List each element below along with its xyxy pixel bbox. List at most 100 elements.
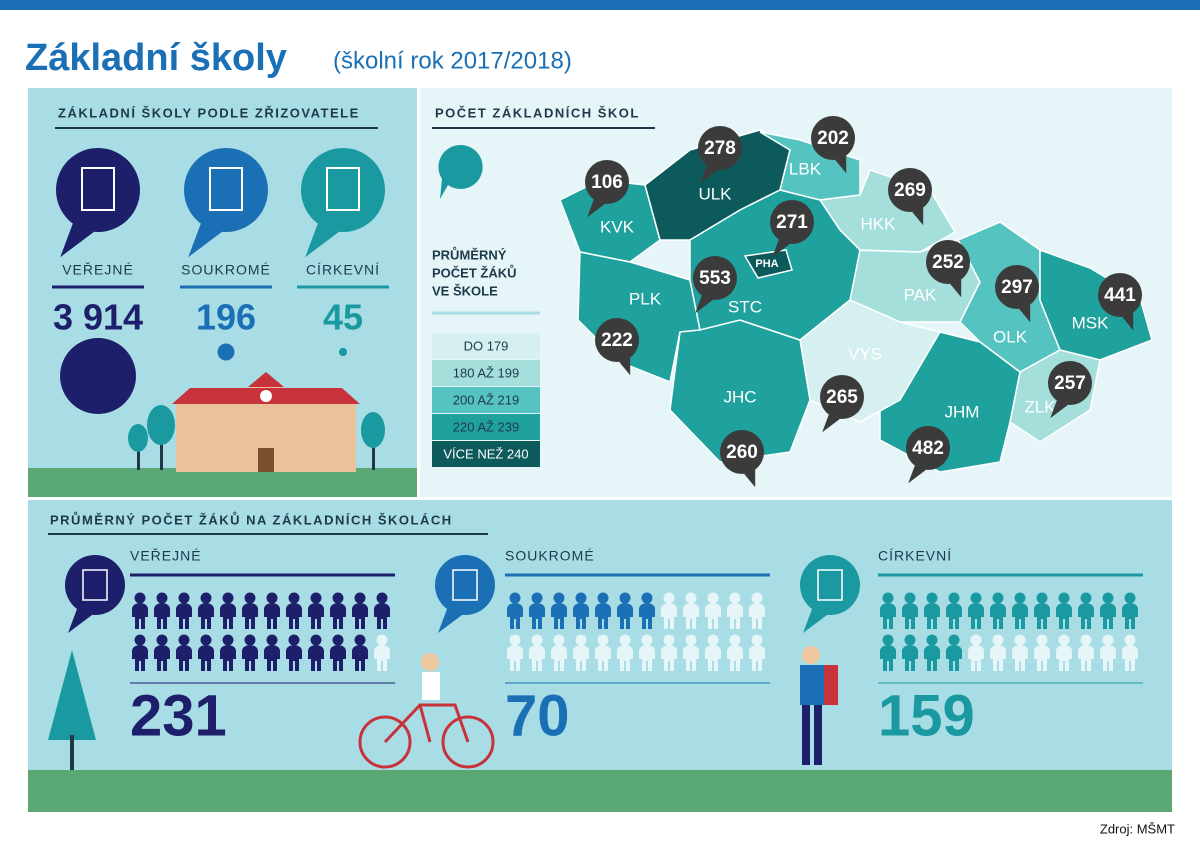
- pupil-body: [639, 603, 655, 629]
- speech-bubble-tail: [68, 609, 92, 633]
- pupil-body: [1034, 645, 1050, 671]
- speech-bubble-tail: [700, 165, 718, 184]
- region-count: 202: [817, 128, 849, 149]
- pupil-body: [1056, 645, 1072, 671]
- pupil-head: [200, 634, 212, 646]
- pupil-head: [376, 634, 388, 646]
- pupil-body: [1012, 603, 1028, 629]
- pupil-head: [244, 634, 256, 646]
- pupil-head: [970, 592, 982, 604]
- pupil-head: [597, 634, 609, 646]
- speech-bubble: [888, 168, 932, 212]
- source: Zdroj: MŠMT: [1100, 821, 1175, 836]
- speech-bubble-tail: [835, 155, 847, 174]
- pupil-body: [946, 645, 962, 671]
- region-code: STC: [728, 297, 762, 316]
- speech-bubble-tail: [619, 357, 631, 376]
- pupil-head: [134, 634, 146, 646]
- region-code: PHA: [755, 258, 778, 270]
- pupil-head: [1102, 634, 1114, 646]
- average-value: 231: [130, 683, 227, 748]
- title: Základní školy: [25, 37, 287, 79]
- speech-bubble: [65, 555, 125, 615]
- pupil-body: [573, 645, 589, 671]
- legend-swatch: [432, 360, 540, 386]
- region-count: 222: [601, 330, 633, 351]
- pupil-head: [641, 592, 653, 604]
- pupil-body: [242, 645, 258, 671]
- average-label: SOUKROMÉ: [505, 548, 595, 564]
- region-code: LBK: [789, 159, 822, 178]
- pupil-body: [242, 603, 258, 629]
- pupil-head: [904, 634, 916, 646]
- map-icon: [438, 144, 483, 199]
- pupil-body: [1056, 603, 1072, 629]
- pupil-body: [990, 603, 1006, 629]
- pupil-body: [924, 603, 940, 629]
- legend-title: POČET ŽÁKŮ: [432, 264, 517, 280]
- pupil-head: [948, 592, 960, 604]
- pupil-body: [154, 645, 170, 671]
- pupil-head: [156, 592, 168, 604]
- pupil-body: [286, 603, 302, 629]
- pupil-body: [946, 603, 962, 629]
- region-code: OLK: [993, 327, 1028, 346]
- pupil-head: [663, 634, 675, 646]
- pupil-head: [134, 592, 146, 604]
- pupil-body: [220, 645, 236, 671]
- legend-title: VE ŠKOLE: [432, 283, 498, 298]
- speech-bubble-tail: [1019, 304, 1031, 323]
- legend-swatch: [432, 387, 540, 413]
- founder-label: VEŘEJNÉ: [62, 262, 134, 278]
- speech-bubble: [585, 160, 629, 204]
- pupil-body: [1100, 603, 1116, 629]
- pupil-body: [661, 603, 677, 629]
- region-count: 297: [1001, 277, 1033, 298]
- average-value: 70: [505, 683, 570, 748]
- legend-label: DO 179: [464, 338, 509, 353]
- founder-value: 45: [323, 297, 363, 338]
- pupil-body: [924, 645, 940, 671]
- pupil-head: [1036, 592, 1048, 604]
- speech-bubble: [56, 148, 140, 232]
- map-title: POČET ZÁKLADNÍCH ŠKOL: [435, 105, 640, 120]
- pupil-head: [178, 592, 190, 604]
- pupil-body: [198, 603, 214, 629]
- pupil-head: [553, 592, 565, 604]
- pupil-body: [727, 603, 743, 629]
- pupil-head: [1124, 592, 1136, 604]
- pupil-head: [619, 592, 631, 604]
- building-icon: [209, 167, 243, 211]
- pupil-head: [354, 634, 366, 646]
- building-icon: [82, 569, 108, 601]
- pupil-body: [507, 603, 523, 629]
- pupil-body: [507, 645, 523, 671]
- pupil-head: [266, 634, 278, 646]
- region-count: 265: [826, 387, 858, 408]
- pupil-head: [707, 592, 719, 604]
- speech-bubble: [770, 200, 814, 244]
- speech-bubble-tail: [1050, 400, 1068, 419]
- region-code: JHC: [723, 387, 756, 406]
- pupil-body: [683, 603, 699, 629]
- founder-circle: [217, 343, 235, 361]
- pupil-body: [352, 645, 368, 671]
- speech-bubble: [906, 426, 950, 470]
- pupil-head: [575, 592, 587, 604]
- pupil-body: [573, 603, 589, 629]
- pupil-head: [1102, 592, 1114, 604]
- speech-bubble-tail: [438, 609, 462, 633]
- pupil-body: [154, 603, 170, 629]
- pupil-head: [156, 634, 168, 646]
- pupil-body: [1078, 603, 1094, 629]
- pupil-head: [244, 592, 256, 604]
- pupil-head: [531, 634, 543, 646]
- founder-label: SOUKROMÉ: [181, 262, 271, 278]
- speech-bubble: [595, 318, 639, 362]
- speech-bubble-tail: [188, 223, 222, 258]
- pupil-head: [882, 634, 894, 646]
- pupil-body: [880, 603, 896, 629]
- pupil-head: [948, 634, 960, 646]
- speech-bubble: [995, 265, 1039, 309]
- pupil-head: [751, 634, 763, 646]
